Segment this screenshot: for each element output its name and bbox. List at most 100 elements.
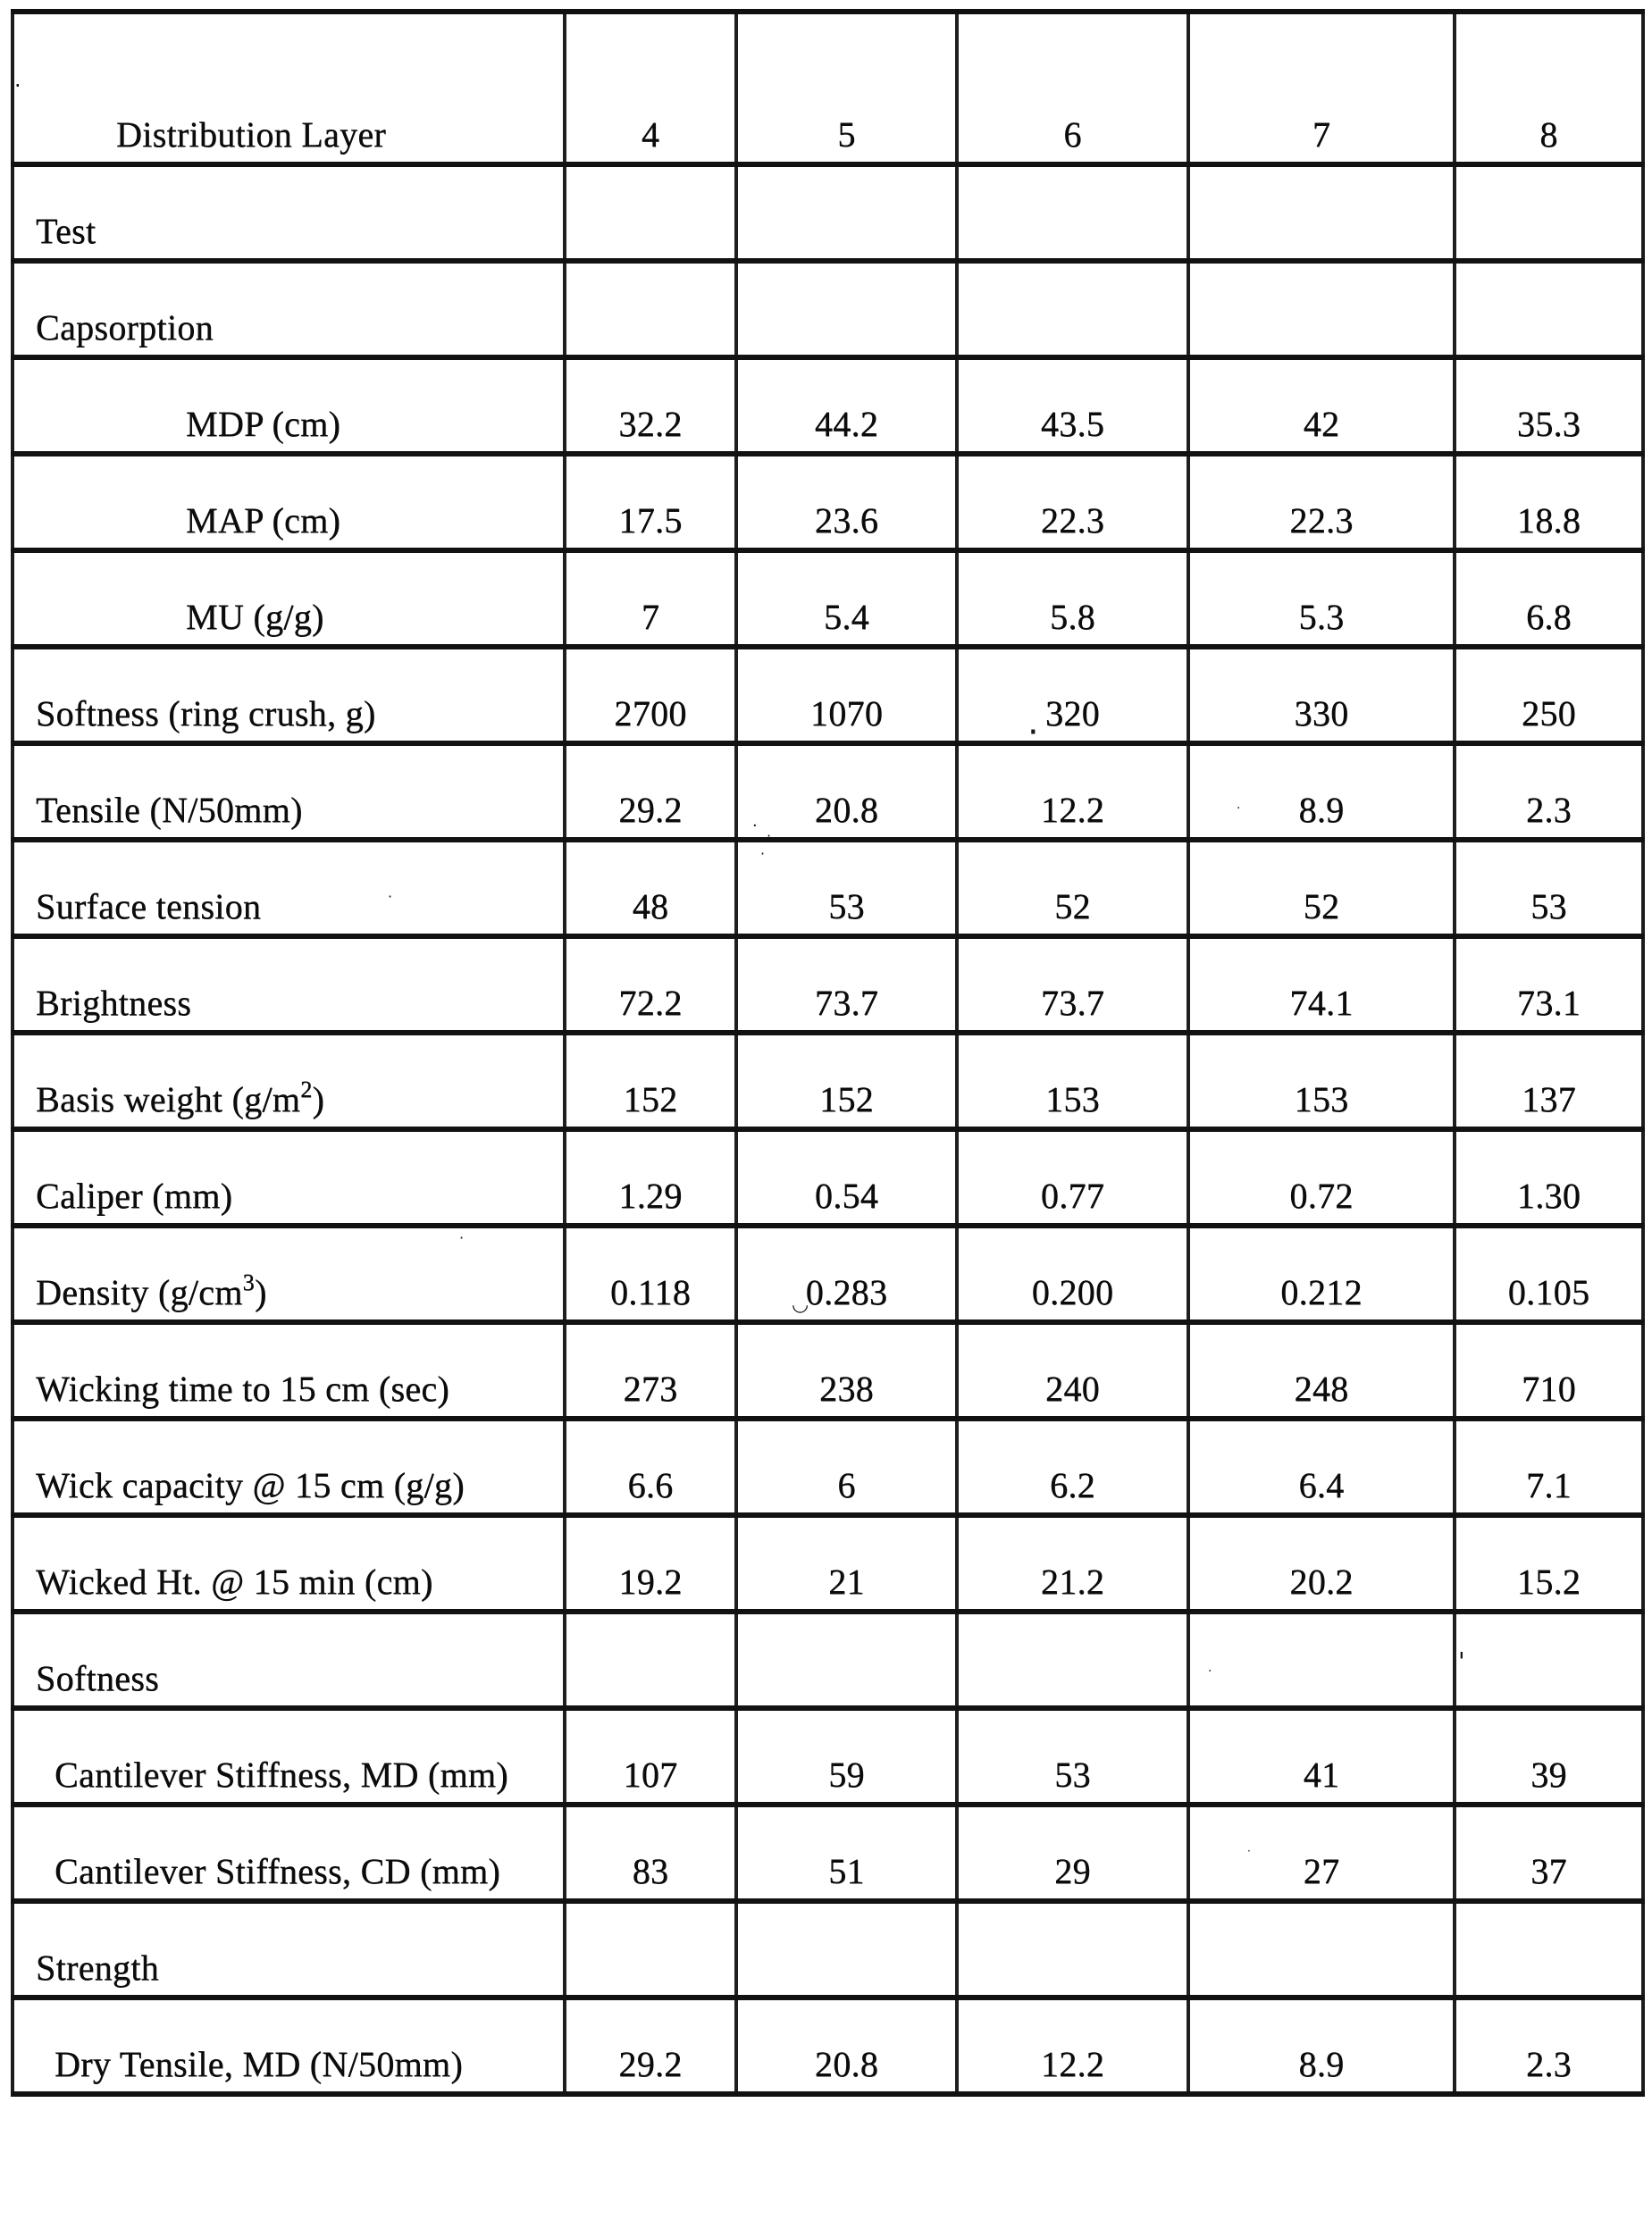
empty-cell: [1453, 1901, 1643, 1998]
empty-cell: [1187, 164, 1455, 261]
row-label: Brightness: [36, 983, 192, 1023]
table-row: Softness: [13, 1612, 1643, 1708]
value-cell: 1.29: [563, 1129, 736, 1226]
empty-cell: [1453, 261, 1643, 357]
value-cell: 320: [955, 647, 1188, 743]
value-cell: 41: [1187, 1708, 1455, 1805]
empty-cell: [1453, 1612, 1643, 1708]
column-header: 4: [563, 12, 736, 164]
value-cell: 73.1: [1453, 936, 1643, 1033]
row-label: Wicked Ht. @ 15 min (cm): [36, 1562, 433, 1602]
table-row: Softness (ring crush, g) 2700 1070 320 330 25…: [13, 647, 1643, 743]
row-label: Surface tension: [36, 886, 262, 926]
value-cell: 43.5: [955, 357, 1188, 454]
value-cell: 72.2: [563, 936, 736, 1033]
row-label: Cantilever Stiffness, MD (mm): [55, 1755, 508, 1795]
empty-cell: [1187, 1612, 1455, 1708]
value-cell: 27: [1187, 1805, 1455, 1901]
row-label: Wicking time to 15 cm (sec): [36, 1369, 450, 1409]
table-row: Tensile (N/50mm) 29.2 20.8 12.2 8.9 2.3: [13, 743, 1643, 840]
empty-cell: [1187, 1901, 1455, 1998]
value-cell: 273: [563, 1322, 736, 1419]
value-cell: 152: [563, 1033, 736, 1129]
value-cell: 8.9: [1187, 743, 1455, 840]
row-label: Basis weight (g/m2): [36, 1076, 325, 1119]
empty-cell: [734, 1901, 957, 1998]
value-cell: 29: [955, 1805, 1188, 1901]
value-cell: 5.4: [734, 550, 957, 647]
value-cell: 22.3: [1187, 454, 1455, 550]
row-label: Strength: [36, 1948, 159, 1988]
value-cell: 8.9: [1187, 1998, 1455, 2094]
value-cell: 0.118: [563, 1226, 736, 1322]
value-cell: 5.8: [955, 550, 1188, 647]
value-cell: 2.3: [1453, 743, 1643, 840]
value-cell: 52: [1187, 840, 1455, 936]
table-row: Density (g/cm3) 0.118 0.283 0.200 0.212 0.105: [13, 1226, 1643, 1322]
value-cell: 73.7: [734, 936, 957, 1033]
table-row: Dry Tensile, MD (N/50mm) 29.2 20.8 12.2 8.9 2…: [13, 1998, 1643, 2094]
table-row: Caliper (mm) 1.29 0.54 0.77 0.72 1.30: [13, 1129, 1643, 1226]
table-row: Wicking time to 15 cm (sec) 273 238 240 248 7…: [13, 1322, 1643, 1419]
empty-cell: [955, 164, 1188, 261]
value-cell: 42: [1187, 357, 1455, 454]
column-header: 7: [1187, 12, 1455, 164]
value-cell: 53: [955, 1708, 1188, 1805]
value-cell: 12.2: [955, 1998, 1188, 2094]
value-cell: 21: [734, 1515, 957, 1612]
value-cell: 6.6: [563, 1419, 736, 1515]
empty-cell: [734, 261, 957, 357]
value-cell: 29.2: [563, 743, 736, 840]
value-cell: 0.105: [1453, 1226, 1643, 1322]
empty-cell: [1453, 164, 1643, 261]
table-row: Strength: [13, 1901, 1643, 1998]
value-cell: 153: [955, 1033, 1188, 1129]
value-cell: 20.8: [734, 743, 957, 840]
value-cell: 21.2: [955, 1515, 1188, 1612]
column-header: 8: [1453, 12, 1643, 164]
value-cell: 1070: [734, 647, 957, 743]
row-label: Cantilever Stiffness, CD (mm): [55, 1851, 501, 1891]
value-cell: 0.283: [734, 1226, 957, 1322]
table-row: Cantilever Stiffness, CD (mm) 83 51 29 27 37: [13, 1805, 1643, 1901]
empty-cell: [563, 1612, 736, 1708]
row-label: Dry Tensile, MD (N/50mm): [55, 2044, 463, 2084]
column-header: 5: [734, 12, 957, 164]
row-label: MU (g/g): [186, 597, 324, 637]
value-cell: 0.212: [1187, 1226, 1455, 1322]
value-cell: 83: [563, 1805, 736, 1901]
value-cell: 48: [563, 840, 736, 936]
value-cell: 6.2: [955, 1419, 1188, 1515]
value-cell: 107: [563, 1708, 736, 1805]
value-cell: 6.8: [1453, 550, 1643, 647]
table-row: Brightness 72.2 73.7 73.7 74.1 73.1: [13, 936, 1643, 1033]
value-cell: 0.77: [955, 1129, 1188, 1226]
value-cell: 74.1: [1187, 936, 1455, 1033]
table-row: Test: [13, 164, 1643, 261]
value-cell: 52: [955, 840, 1188, 936]
empty-cell: [734, 164, 957, 261]
row-label: Caliper (mm): [36, 1176, 233, 1216]
empty-cell: [734, 1612, 957, 1708]
row-label: Test: [36, 211, 96, 251]
table-row: Basis weight (g/m2) 152 152 153 153 137: [13, 1033, 1643, 1129]
value-cell: 19.2: [563, 1515, 736, 1612]
table-row: Surface tension 48 53 52 52 53: [13, 840, 1643, 936]
value-cell: 1.30: [1453, 1129, 1643, 1226]
value-cell: 17.5: [563, 454, 736, 550]
value-cell: 20.8: [734, 1998, 957, 2094]
empty-cell: [955, 261, 1188, 357]
value-cell: 330: [1187, 647, 1455, 743]
table-row: Wicked Ht. @ 15 min (cm) 19.2 21 21.2 20.2 15…: [13, 1515, 1643, 1612]
value-cell: 12.2: [955, 743, 1188, 840]
value-cell: 240: [955, 1322, 1188, 1419]
value-cell: 39: [1453, 1708, 1643, 1805]
value-cell: 6: [734, 1419, 957, 1515]
empty-cell: [1187, 261, 1455, 357]
row-label: Tensile (N/50mm): [36, 790, 303, 830]
value-cell: 53: [1453, 840, 1643, 936]
value-cell: 23.6: [734, 454, 957, 550]
